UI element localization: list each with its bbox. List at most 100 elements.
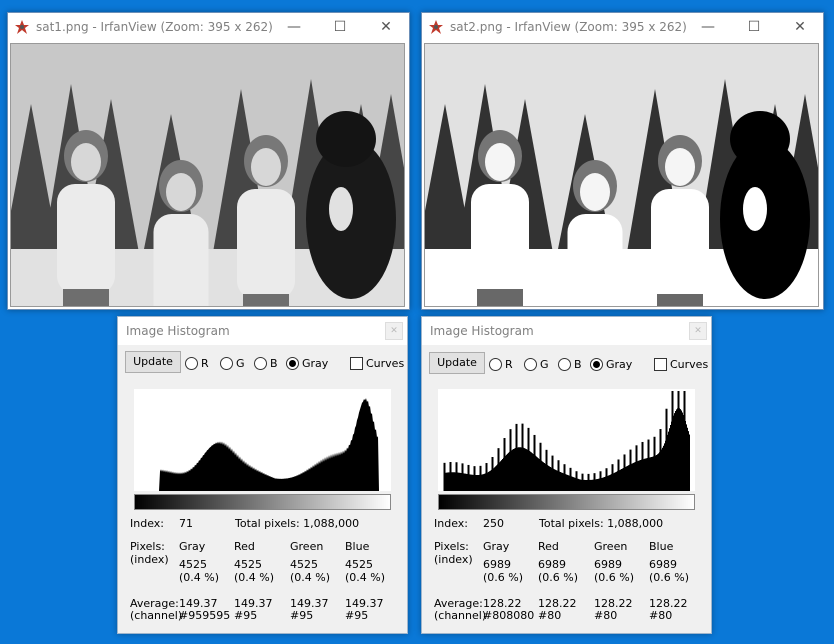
col-red-hex: #95 [234, 609, 258, 622]
col-green-pct: (0.4 %) [290, 571, 331, 584]
average-label-channel: (channel) [130, 609, 183, 622]
col-red-pct: (0.4 %) [234, 571, 275, 584]
total-pixels: Total pixels: 1,088,000 [539, 517, 664, 530]
col-gray-pct: (0.6 %) [483, 571, 524, 584]
col-green-pct: (0.6 %) [594, 571, 635, 584]
close-button[interactable]: ✕ [385, 322, 403, 340]
maximize-button[interactable]: ☐ [747, 19, 761, 35]
radio-red-label: R [201, 357, 209, 370]
col-green-avg: 149.37 [290, 597, 329, 610]
col-gray-header: Gray [483, 540, 510, 553]
radio-blue[interactable] [558, 358, 571, 371]
col-gray-avg: 149.37 [179, 597, 218, 610]
col-green-hex: #80 [594, 609, 618, 622]
curves-checkbox[interactable] [654, 358, 667, 371]
index-label: Index: [434, 517, 468, 530]
col-red-header: Red [234, 540, 255, 553]
radio-green-label: G [236, 357, 245, 370]
radio-red[interactable] [489, 358, 502, 371]
average-label-channel: (channel) [434, 609, 487, 622]
col-red-avg: 128.22 [538, 597, 577, 610]
col-blue-pct: (0.4 %) [345, 571, 386, 584]
col-green-avg: 128.22 [594, 597, 633, 610]
title-bar[interactable]: sat1.png - IrfanView (Zoom: 395 x 262) —… [8, 13, 409, 41]
radio-green[interactable] [220, 357, 233, 370]
pixels-label-index: (index) [130, 553, 169, 566]
col-blue-avg: 149.37 [345, 597, 384, 610]
dialog-title-bar[interactable]: Image Histogram ✕ [422, 317, 711, 345]
average-label: Average: [130, 597, 179, 610]
col-gray-pct: (0.4 %) [179, 571, 220, 584]
index-value: 250 [483, 517, 504, 530]
image-canvas[interactable] [424, 43, 819, 307]
radio-gray-label: Gray [302, 357, 329, 370]
col-blue-avg: 128.22 [649, 597, 688, 610]
radio-blue[interactable] [254, 357, 267, 370]
curves-label: Curves [670, 358, 709, 371]
col-gray-pixels: 6989 [483, 558, 511, 571]
dialog-title: Image Histogram [126, 324, 230, 338]
update-button[interactable]: Update [125, 351, 181, 373]
curves-label: Curves [366, 357, 405, 370]
col-green-pixels: 4525 [290, 558, 318, 571]
col-green-pixels: 6989 [594, 558, 622, 571]
radio-green[interactable] [524, 358, 537, 371]
col-blue-pixels: 4525 [345, 558, 373, 571]
col-blue-hex: #80 [649, 609, 673, 622]
histogram-dialog-1[interactable]: Image Histogram ✕ Update R G B Gray Curv… [117, 316, 408, 634]
col-green-header: Green [594, 540, 628, 553]
title-bar[interactable]: sat2.png - IrfanView (Zoom: 395 x 262) —… [422, 13, 823, 41]
histogram-graph[interactable] [438, 389, 695, 491]
col-blue-pct: (0.6 %) [649, 571, 690, 584]
col-red-pixels: 4525 [234, 558, 262, 571]
col-red-header: Red [538, 540, 559, 553]
col-green-hex: #95 [290, 609, 314, 622]
col-gray-avg: 128.22 [483, 597, 522, 610]
index-value: 71 [179, 517, 193, 530]
radio-red-label: R [505, 358, 513, 371]
pixels-label: Pixels: [434, 540, 469, 553]
dialog-title-bar[interactable]: Image Histogram ✕ [118, 317, 407, 345]
close-button[interactable]: ✕ [794, 19, 806, 35]
col-gray-pixels: 4525 [179, 558, 207, 571]
radio-gray[interactable] [286, 357, 299, 370]
minimize-button[interactable]: — [287, 19, 301, 35]
col-blue-hex: #95 [345, 609, 369, 622]
radio-gray-label: Gray [606, 358, 633, 371]
radio-gray[interactable] [590, 358, 603, 371]
close-button[interactable]: ✕ [689, 322, 707, 340]
radio-blue-label: B [270, 357, 278, 370]
col-gray-hex: #808080 [483, 609, 535, 622]
curves-checkbox[interactable] [350, 357, 363, 370]
histogram-graph[interactable] [134, 389, 391, 491]
col-blue-pixels: 6989 [649, 558, 677, 571]
window-title: sat1.png - IrfanView (Zoom: 395 x 262) [36, 20, 273, 34]
histogram-dialog-2[interactable]: Image Histogram ✕ Update R G B Gray Curv… [421, 316, 712, 634]
radio-green-label: G [540, 358, 549, 371]
gray-gradient-bar [438, 494, 695, 510]
total-pixels: Total pixels: 1,088,000 [235, 517, 360, 530]
radio-blue-label: B [574, 358, 582, 371]
maximize-button[interactable]: ☐ [333, 19, 347, 35]
update-button[interactable]: Update [429, 352, 485, 374]
col-red-avg: 149.37 [234, 597, 273, 610]
index-label: Index: [130, 517, 164, 530]
irfanview-app-icon [15, 20, 29, 34]
image-canvas[interactable] [10, 43, 405, 307]
col-red-pixels: 6989 [538, 558, 566, 571]
dialog-title: Image Histogram [430, 324, 534, 338]
col-blue-header: Blue [345, 540, 370, 553]
col-blue-header: Blue [649, 540, 674, 553]
average-label: Average: [434, 597, 483, 610]
radio-red[interactable] [185, 357, 198, 370]
pixels-label-index: (index) [434, 553, 473, 566]
image-window-sat2[interactable]: sat2.png - IrfanView (Zoom: 395 x 262) —… [421, 12, 824, 310]
col-red-hex: #80 [538, 609, 562, 622]
minimize-button[interactable]: — [701, 19, 715, 35]
window-title: sat2.png - IrfanView (Zoom: 395 x 262) [450, 20, 687, 34]
close-button[interactable]: ✕ [380, 19, 392, 35]
col-green-header: Green [290, 540, 324, 553]
image-window-sat1[interactable]: sat1.png - IrfanView (Zoom: 395 x 262) —… [7, 12, 410, 310]
col-red-pct: (0.6 %) [538, 571, 579, 584]
col-gray-header: Gray [179, 540, 206, 553]
